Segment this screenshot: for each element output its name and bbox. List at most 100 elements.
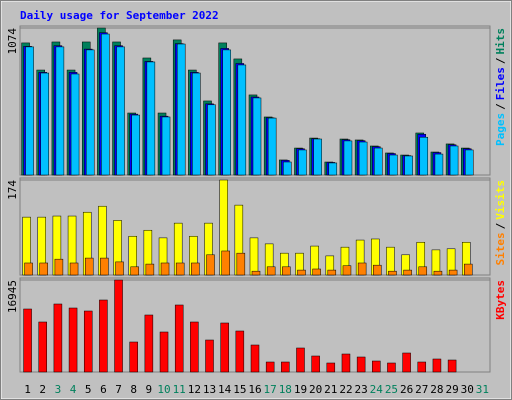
x-tick-label: 1 [24, 383, 31, 396]
bar [207, 104, 216, 176]
x-tick-label: 5 [85, 383, 92, 396]
x-tick-label: 18 [279, 383, 292, 396]
x-tick-label: 28 [430, 383, 443, 396]
bar [266, 266, 276, 276]
bar [357, 262, 367, 276]
x-tick-label: 22 [339, 383, 352, 396]
bar [191, 262, 200, 276]
bar [343, 140, 353, 176]
bar [222, 49, 231, 176]
legend-entry: KBytes [494, 280, 507, 320]
bar [53, 303, 63, 373]
bar [69, 262, 79, 276]
bar [39, 262, 48, 276]
bar [161, 116, 171, 176]
y-tick-label: 1074 [6, 28, 19, 55]
x-tick-label: 29 [445, 383, 458, 396]
bar [312, 268, 321, 276]
bar [190, 321, 199, 373]
bar [328, 162, 338, 176]
x-tick-label: 14 [218, 383, 232, 396]
bar [192, 72, 201, 176]
bar [388, 270, 397, 276]
bar [174, 304, 184, 373]
legend-entry: Files [494, 67, 507, 100]
x-tick-label: 26 [400, 383, 413, 396]
x-tick-label: 10 [157, 383, 170, 396]
bar [145, 263, 155, 276]
bar [55, 46, 65, 176]
x-tick-label: 24 [370, 383, 384, 396]
bar [327, 269, 337, 276]
bar [24, 262, 33, 276]
bar [237, 64, 247, 176]
bar [130, 266, 139, 276]
x-tick-label: 6 [100, 383, 107, 396]
bar [85, 49, 95, 176]
bar [313, 138, 322, 176]
bar [131, 114, 140, 176]
bar [38, 321, 47, 373]
bar [176, 43, 186, 176]
bar [267, 117, 277, 176]
bar [311, 355, 320, 373]
bar [341, 353, 351, 373]
x-tick-label: 9 [146, 383, 153, 396]
legend-separator: / [494, 222, 507, 229]
x-tick-label: 2 [39, 383, 46, 396]
y-tick-label: 174 [6, 180, 19, 200]
bar [265, 361, 275, 373]
bar [342, 265, 352, 276]
bar [283, 161, 292, 176]
legend: Pages / Files / Hits [494, 28, 507, 146]
bar [389, 154, 398, 176]
legend-separator: / [494, 57, 507, 64]
bar [235, 330, 245, 373]
x-tick-label: 12 [188, 383, 201, 396]
x-tick-label: 19 [294, 383, 307, 396]
legend: Sites / Visits [494, 180, 507, 266]
bar [236, 252, 246, 276]
bar [298, 149, 307, 176]
x-tick-label: 4 [70, 383, 77, 396]
bar [374, 147, 383, 176]
bar [249, 237, 259, 276]
bar [419, 136, 429, 176]
bar [129, 341, 138, 373]
x-tick-label: 7 [115, 383, 122, 396]
bar [144, 314, 154, 373]
bar [417, 361, 427, 373]
bar [205, 339, 214, 373]
legend-entry: Visits [494, 180, 507, 220]
legend: KBytes [494, 280, 507, 320]
x-tick-label: 15 [233, 383, 246, 396]
y-tick-label: 16945 [6, 280, 19, 313]
x-tick-label: 17 [264, 383, 277, 396]
legend-entry: Sites [494, 232, 507, 265]
x-tick-label: 23 [355, 383, 368, 396]
bar [358, 141, 368, 176]
bar [296, 347, 305, 373]
bar [146, 61, 156, 176]
bar [464, 263, 473, 276]
x-tick-label: 16 [248, 383, 261, 396]
bar [115, 261, 124, 276]
bar [356, 356, 366, 373]
bar [251, 270, 261, 276]
bar [114, 279, 123, 373]
bar [449, 145, 459, 176]
x-tick-label: 21 [324, 383, 337, 396]
x-tick-label: 27 [415, 383, 428, 396]
bar [54, 258, 64, 276]
bar [160, 262, 170, 276]
bar [84, 257, 94, 276]
bar [175, 262, 185, 276]
bar [386, 246, 395, 276]
bar [40, 72, 49, 176]
bar [68, 307, 78, 373]
x-tick-label: 13 [203, 383, 216, 396]
bar [403, 269, 412, 276]
bar [465, 149, 474, 176]
bar [101, 33, 110, 176]
